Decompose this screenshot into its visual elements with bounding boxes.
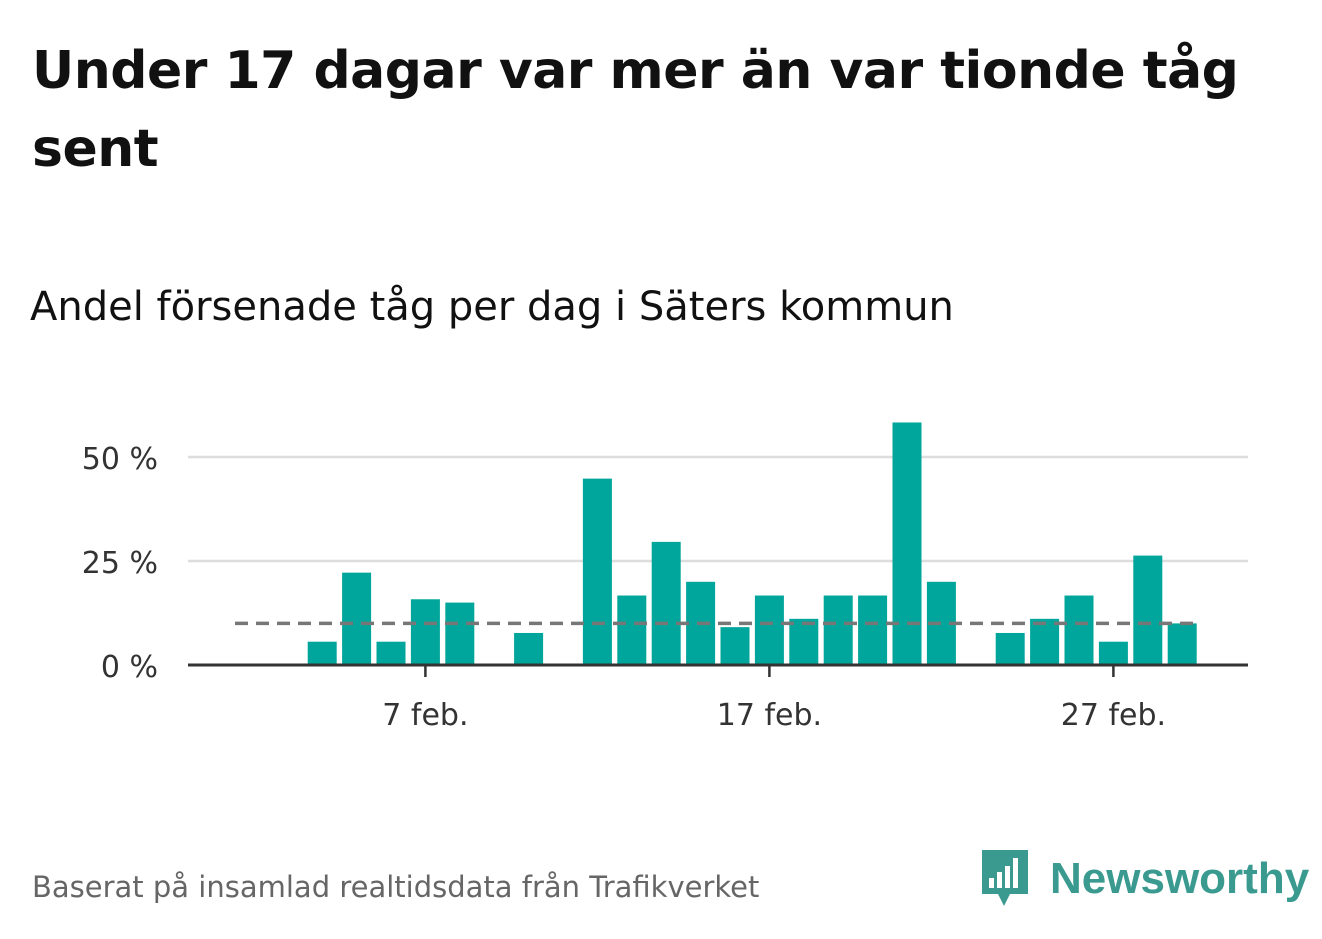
- x-tick-label: 7 feb.: [382, 698, 468, 733]
- bar: [376, 641, 406, 665]
- bar: [754, 595, 784, 665]
- bar-chart: 0 % 25 % 50 % 7 feb. 17 feb. 27 feb.: [82, 422, 1248, 733]
- x-tick-label: 17 feb.: [717, 698, 822, 733]
- bar: [858, 595, 888, 665]
- bar: [651, 541, 681, 665]
- bar: [789, 618, 819, 665]
- source-note: Baserat på insamlad realtidsdata från Tr…: [32, 870, 760, 904]
- bar: [720, 627, 750, 665]
- brand-name: Newsworthy: [1050, 854, 1310, 903]
- y-tick-label: 50 %: [82, 442, 158, 477]
- bar: [617, 595, 647, 665]
- bar: [582, 478, 612, 665]
- chart-title: Under 17 dagar var mer än var tionde tåg…: [32, 41, 1239, 179]
- newsworthy-logo: Newsworthy: [980, 848, 1309, 910]
- bar: [342, 572, 372, 665]
- chart-subtitle: Andel försenade tåg per dag i Säters kom…: [30, 284, 954, 330]
- bar: [995, 632, 1025, 665]
- bar: [514, 632, 544, 665]
- bar: [1133, 555, 1163, 665]
- bar: [1098, 641, 1128, 665]
- bar: [307, 641, 337, 665]
- bar: [410, 599, 440, 665]
- bar: [1030, 618, 1060, 665]
- bar: [445, 602, 475, 665]
- y-tick-label: 0 %: [101, 650, 158, 685]
- x-tick-label: 27 feb.: [1061, 698, 1166, 733]
- newsworthy-logo-icon: [982, 850, 1028, 906]
- bar: [823, 595, 853, 665]
- bar: [1064, 595, 1094, 665]
- bar: [892, 422, 922, 665]
- bar: [1167, 623, 1197, 665]
- y-tick-label: 25 %: [82, 546, 158, 581]
